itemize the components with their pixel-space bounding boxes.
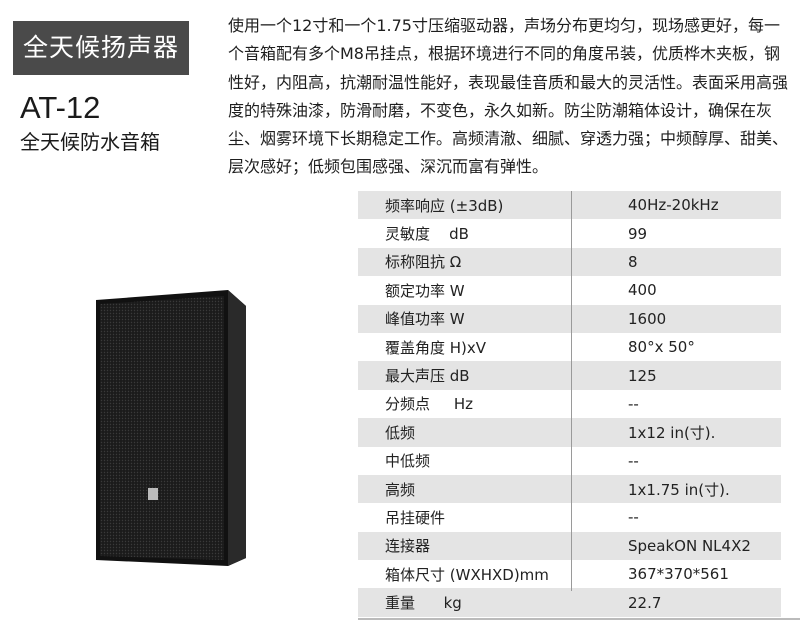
spec-label: 低频	[385, 423, 416, 442]
spec-row: 标称阻抗 Ω 8	[358, 247, 781, 277]
spec-value: 8	[628, 252, 638, 271]
spec-label: 分频点 Hz	[385, 395, 473, 414]
model-name: AT-12	[20, 90, 101, 125]
spec-row: 吊挂硬件 --	[358, 503, 781, 531]
spec-row: 高频 1x1.75 in(寸).	[358, 474, 781, 504]
spec-label: 灵敏度 dB	[385, 225, 469, 244]
spec-row: 灵敏度 dB 99	[358, 219, 781, 247]
spec-value: 1x12 in(寸).	[628, 423, 716, 442]
spec-row: 低频 1x12 in(寸).	[358, 418, 781, 447]
spec-value: 40Hz-20kHz	[628, 196, 719, 215]
spec-label: 峰值功率 W	[385, 310, 465, 329]
spec-value: 125	[628, 366, 657, 385]
speaker-product-image	[96, 290, 246, 566]
spec-label: 覆盖角度 H)xV	[385, 338, 487, 357]
spec-table: 频率响应 (±3dB) 40Hz-20kHz 灵敏度 dB 99 标称阻抗 Ω 8 额定功率…	[358, 191, 781, 617]
spec-value: --	[628, 451, 639, 470]
spec-row: 额定功率 W 400	[358, 276, 781, 304]
column-divider	[571, 191, 572, 591]
spec-row: 分频点 Hz --	[358, 390, 781, 418]
spec-row: 频率响应 (±3dB) 40Hz-20kHz	[358, 191, 781, 220]
product-description: 使用一个12寸和一个1.75寸压缩驱动器，声场分布更均匀，现场感更好，每一个音箱…	[228, 16, 789, 177]
spec-value: 1x1.75 in(寸).	[628, 480, 730, 499]
spec-label: 中低频	[385, 452, 431, 471]
spec-row: 连接器 SpeakON NL4X2	[358, 531, 781, 561]
spec-value: 1600	[628, 309, 667, 328]
spec-label: 箱体尺寸 (WXHXD)mm	[385, 565, 549, 584]
spec-row: 覆盖角度 H)xV 80°x 50°	[358, 333, 781, 361]
product-subtitle: 全天候防水音箱	[20, 130, 160, 154]
spec-label: 吊挂硬件	[385, 508, 446, 527]
spec-value: SpeakON NL4X2	[628, 536, 751, 555]
spec-label: 重量 kg	[385, 594, 462, 613]
spec-label: 标称阻抗 Ω	[385, 253, 462, 272]
spec-label: 频率响应 (±3dB)	[385, 196, 504, 215]
spec-row: 重量 kg 22.7	[358, 588, 781, 617]
spec-value: 367*370*561	[628, 565, 729, 584]
spec-value: 80°x 50°	[628, 338, 695, 357]
spec-row: 最大声压 dB 125	[358, 361, 781, 390]
spec-value: --	[628, 508, 639, 527]
spec-value: 400	[628, 281, 657, 300]
spec-row: 中低频 --	[358, 447, 781, 475]
spec-value: --	[628, 394, 639, 413]
spec-row: 峰值功率 W 1600	[358, 304, 781, 333]
spec-label: 连接器	[385, 537, 431, 556]
spec-value: 22.7	[628, 593, 662, 612]
spec-label: 最大声压 dB	[385, 367, 470, 386]
spec-value: 99	[628, 224, 648, 243]
spec-row: 箱体尺寸 (WXHXD)mm 367*370*561	[358, 560, 781, 588]
spec-label: 高频	[385, 480, 416, 499]
table-bottom-border	[358, 618, 800, 620]
spec-label: 额定功率 W	[385, 281, 465, 300]
category-tag: 全天候扬声器	[13, 21, 189, 75]
